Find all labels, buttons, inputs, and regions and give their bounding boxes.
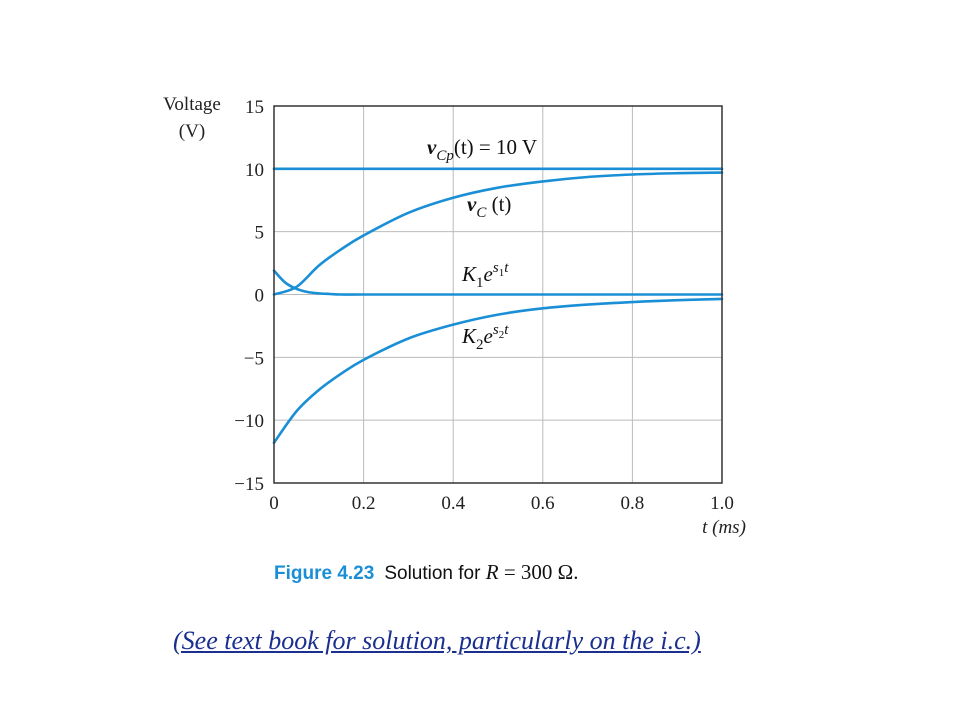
annotation-k1-exp-sub: 1 bbox=[499, 267, 505, 279]
caption-math-rest: = 300 Ω. bbox=[498, 560, 579, 584]
annotation-k2-exp: s bbox=[493, 322, 499, 338]
y-axis-label-line1: Voltage bbox=[163, 94, 221, 115]
x-tick-label-2: 0.4 bbox=[441, 493, 465, 514]
annotation-k1-exp-t: t bbox=[504, 260, 509, 276]
tick-labels: 0 0.2 0.4 0.6 0.8 1.0 15 10 5 0 −5 −10 −15 bbox=[234, 97, 734, 514]
x-tick-label-5: 1.0 bbox=[710, 493, 734, 514]
annotation-k1-e: e bbox=[484, 262, 493, 286]
y-tick-label-6: −15 bbox=[234, 474, 264, 495]
series-line-k2 bbox=[272, 297, 724, 445]
footnote-link[interactable]: (See text book for solution, particularl… bbox=[173, 626, 701, 655]
series-line-k1 bbox=[272, 269, 724, 296]
y-tick-label-1: 10 bbox=[245, 160, 264, 181]
annotation-vc-rest: (t) bbox=[486, 192, 511, 216]
annotation-k1: K1es1t bbox=[461, 260, 509, 291]
y-tick-label-5: −10 bbox=[234, 411, 264, 432]
x-tick-label-4: 0.8 bbox=[621, 493, 645, 514]
series-line-vc bbox=[272, 171, 724, 296]
caption-text: Solution for bbox=[384, 563, 486, 584]
x-tick-label-1: 0.2 bbox=[352, 493, 376, 514]
plot-frame bbox=[273, 105, 723, 484]
annotation-vcp-rest: (t) = 10 V bbox=[454, 135, 537, 159]
annotation-vc-main: v bbox=[467, 192, 477, 216]
x-tick-label-0: 0 bbox=[269, 493, 279, 514]
figure-number: Figure 4.23 bbox=[274, 563, 375, 584]
series-lines bbox=[272, 167, 724, 445]
annotation-vc-sub: C bbox=[476, 205, 487, 221]
annotation-vcp-sub: Cp bbox=[436, 148, 454, 164]
annotation-vcp-main: v bbox=[427, 135, 437, 159]
annotation-k1-sub: 1 bbox=[476, 275, 484, 291]
x-axis-label-t: t (ms) bbox=[702, 517, 746, 538]
annotation-k2-exp-t: t bbox=[504, 322, 509, 338]
annotation-k2-main: K bbox=[461, 324, 477, 348]
annotation-k2-exp-sub: 2 bbox=[499, 329, 505, 341]
caption-math-r: R bbox=[485, 560, 499, 584]
figure-caption: Figure 4.23 Solution for R = 300 Ω. bbox=[274, 560, 579, 585]
annotation-k1-exp: s bbox=[493, 260, 499, 276]
annotation-vc: vC (t) bbox=[467, 192, 511, 221]
annotation-k2-e: e bbox=[484, 324, 493, 348]
annotation-k1-main: K bbox=[461, 262, 477, 286]
y-tick-label-4: −5 bbox=[244, 348, 264, 369]
annotation-k2-sub: 2 bbox=[476, 337, 484, 353]
y-tick-label-2: 5 bbox=[255, 223, 265, 244]
y-tick-label-3: 0 bbox=[255, 286, 265, 307]
x-tick-label-3: 0.6 bbox=[531, 493, 555, 514]
x-axis-label: t (ms) bbox=[702, 517, 746, 538]
annotation-vcp: vCp(t) = 10 V bbox=[427, 135, 537, 164]
y-tick-label-0: 15 bbox=[245, 97, 264, 118]
y-axis-label-line2: (V) bbox=[179, 121, 205, 142]
annotation-k2: K2es2t bbox=[461, 322, 509, 353]
